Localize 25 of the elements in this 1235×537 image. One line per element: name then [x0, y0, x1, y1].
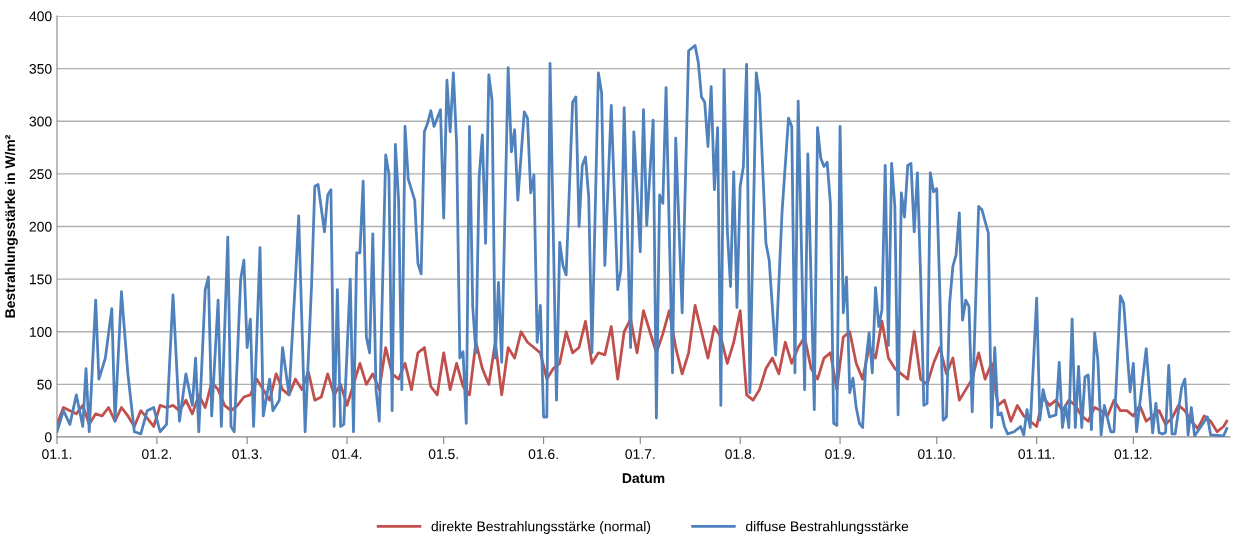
- y-tick-label: 400: [29, 11, 52, 22]
- x-tick-label: 01.8.: [725, 449, 755, 460]
- y-tick-label: 0: [44, 432, 52, 443]
- y-tick-label: 250: [29, 169, 52, 180]
- x-tick-label: 01.12.: [1114, 449, 1152, 460]
- x-tick-label: 01.11.: [1018, 449, 1055, 460]
- x-tick-label: 01.4.: [332, 449, 362, 460]
- y-tick-label: 200: [29, 221, 52, 232]
- y-tick-label: 100: [30, 327, 52, 337]
- x-tick-label: 01.2.: [142, 449, 172, 460]
- x-tick-label: 01.1.: [42, 449, 72, 460]
- x-tick-label: 01.10.: [917, 449, 955, 460]
- x-tick-label: 01.3.: [232, 449, 262, 460]
- y-tick-label: 300: [29, 116, 52, 127]
- x-tick-label: 01.9.: [825, 449, 855, 460]
- x-tick-label: 01.7.: [625, 449, 655, 460]
- x-axis-title: Datum: [622, 473, 665, 484]
- y-axis-title: Bestrahlungsstärke in W/m²: [4, 134, 18, 318]
- x-tick-label: 01.6.: [528, 449, 558, 460]
- x-tick-label: 01.5.: [428, 449, 458, 460]
- legend-label: diffuse Bestrahlungsstärke: [745, 521, 909, 535]
- legend-label: direkte Bestrahlungsstärke (normal): [431, 521, 651, 535]
- y-tick-label: 50: [37, 379, 52, 390]
- y-tick-label: 150: [30, 274, 52, 285]
- y-tick-label: 350: [29, 63, 52, 74]
